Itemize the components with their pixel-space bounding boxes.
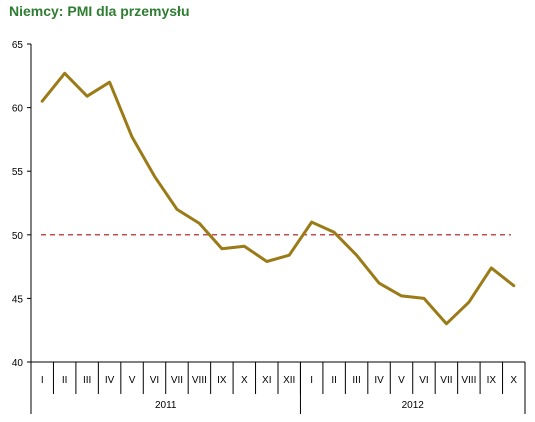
x-tick-label: I <box>41 375 44 386</box>
data-point <box>422 297 425 300</box>
x-tick-label: VI <box>419 375 428 386</box>
data-point <box>220 247 223 250</box>
data-point <box>288 254 291 257</box>
data-point <box>310 221 313 224</box>
data-point <box>63 72 66 75</box>
data-point <box>490 266 493 269</box>
data-point <box>153 175 156 178</box>
data-point <box>333 231 336 234</box>
x-tick-label: V <box>129 375 136 386</box>
data-point <box>378 282 381 285</box>
x-tick-label: III <box>83 375 91 386</box>
x-tick-label: III <box>352 375 360 386</box>
data-point <box>445 322 448 325</box>
data-point <box>400 294 403 297</box>
year-label: 2012 <box>402 400 425 411</box>
series-line-pmi <box>40 71 516 326</box>
x-tick-label: VII <box>440 375 452 386</box>
data-point <box>86 95 89 98</box>
data-point <box>265 260 268 263</box>
y-tick-label: 55 <box>12 167 24 178</box>
data-point <box>175 208 178 211</box>
data-point <box>512 284 515 287</box>
x-tick-label: I <box>310 375 313 386</box>
x-tick-label: II <box>62 375 68 386</box>
data-point <box>467 301 470 304</box>
x-tick-label: IX <box>487 375 497 386</box>
x-tick-label: II <box>331 375 337 386</box>
x-tick-label: IX <box>217 375 227 386</box>
x-tick-label: X <box>510 375 517 386</box>
x-tick-label: XI <box>262 375 271 386</box>
x-tick-label: X <box>241 375 248 386</box>
y-tick-label: 60 <box>12 104 24 115</box>
data-point <box>198 222 201 225</box>
x-tick-label: V <box>398 375 405 386</box>
year-label: 2011 <box>155 400 177 411</box>
chart-title: Niemcy: PMI dla przemysłu <box>9 3 190 19</box>
data-point <box>131 135 134 138</box>
x-tick-label: XII <box>283 375 295 386</box>
data-point <box>41 100 44 103</box>
y-tick-label: 50 <box>12 231 24 242</box>
x-tick-label: VIII <box>461 375 476 386</box>
x-axis: I II III IV V VI VII VIII IX X XI XII I II III IV V VI VII… <box>30 361 526 414</box>
data-point <box>355 254 358 257</box>
data-point <box>108 81 111 84</box>
y-tick-label: 45 <box>12 294 24 305</box>
y-tick-label: 40 <box>12 358 24 369</box>
x-tick-label: IV <box>374 375 384 386</box>
y-axis: 40 45 50 55 60 65 <box>12 40 32 369</box>
data-point <box>243 245 246 248</box>
x-tick-label: VII <box>171 375 183 386</box>
x-tick-label: IV <box>105 375 115 386</box>
x-tick-label: VIII <box>192 375 207 386</box>
y-tick-label: 65 <box>12 40 24 51</box>
series-group <box>40 71 516 326</box>
x-tick-label: VI <box>150 375 159 386</box>
